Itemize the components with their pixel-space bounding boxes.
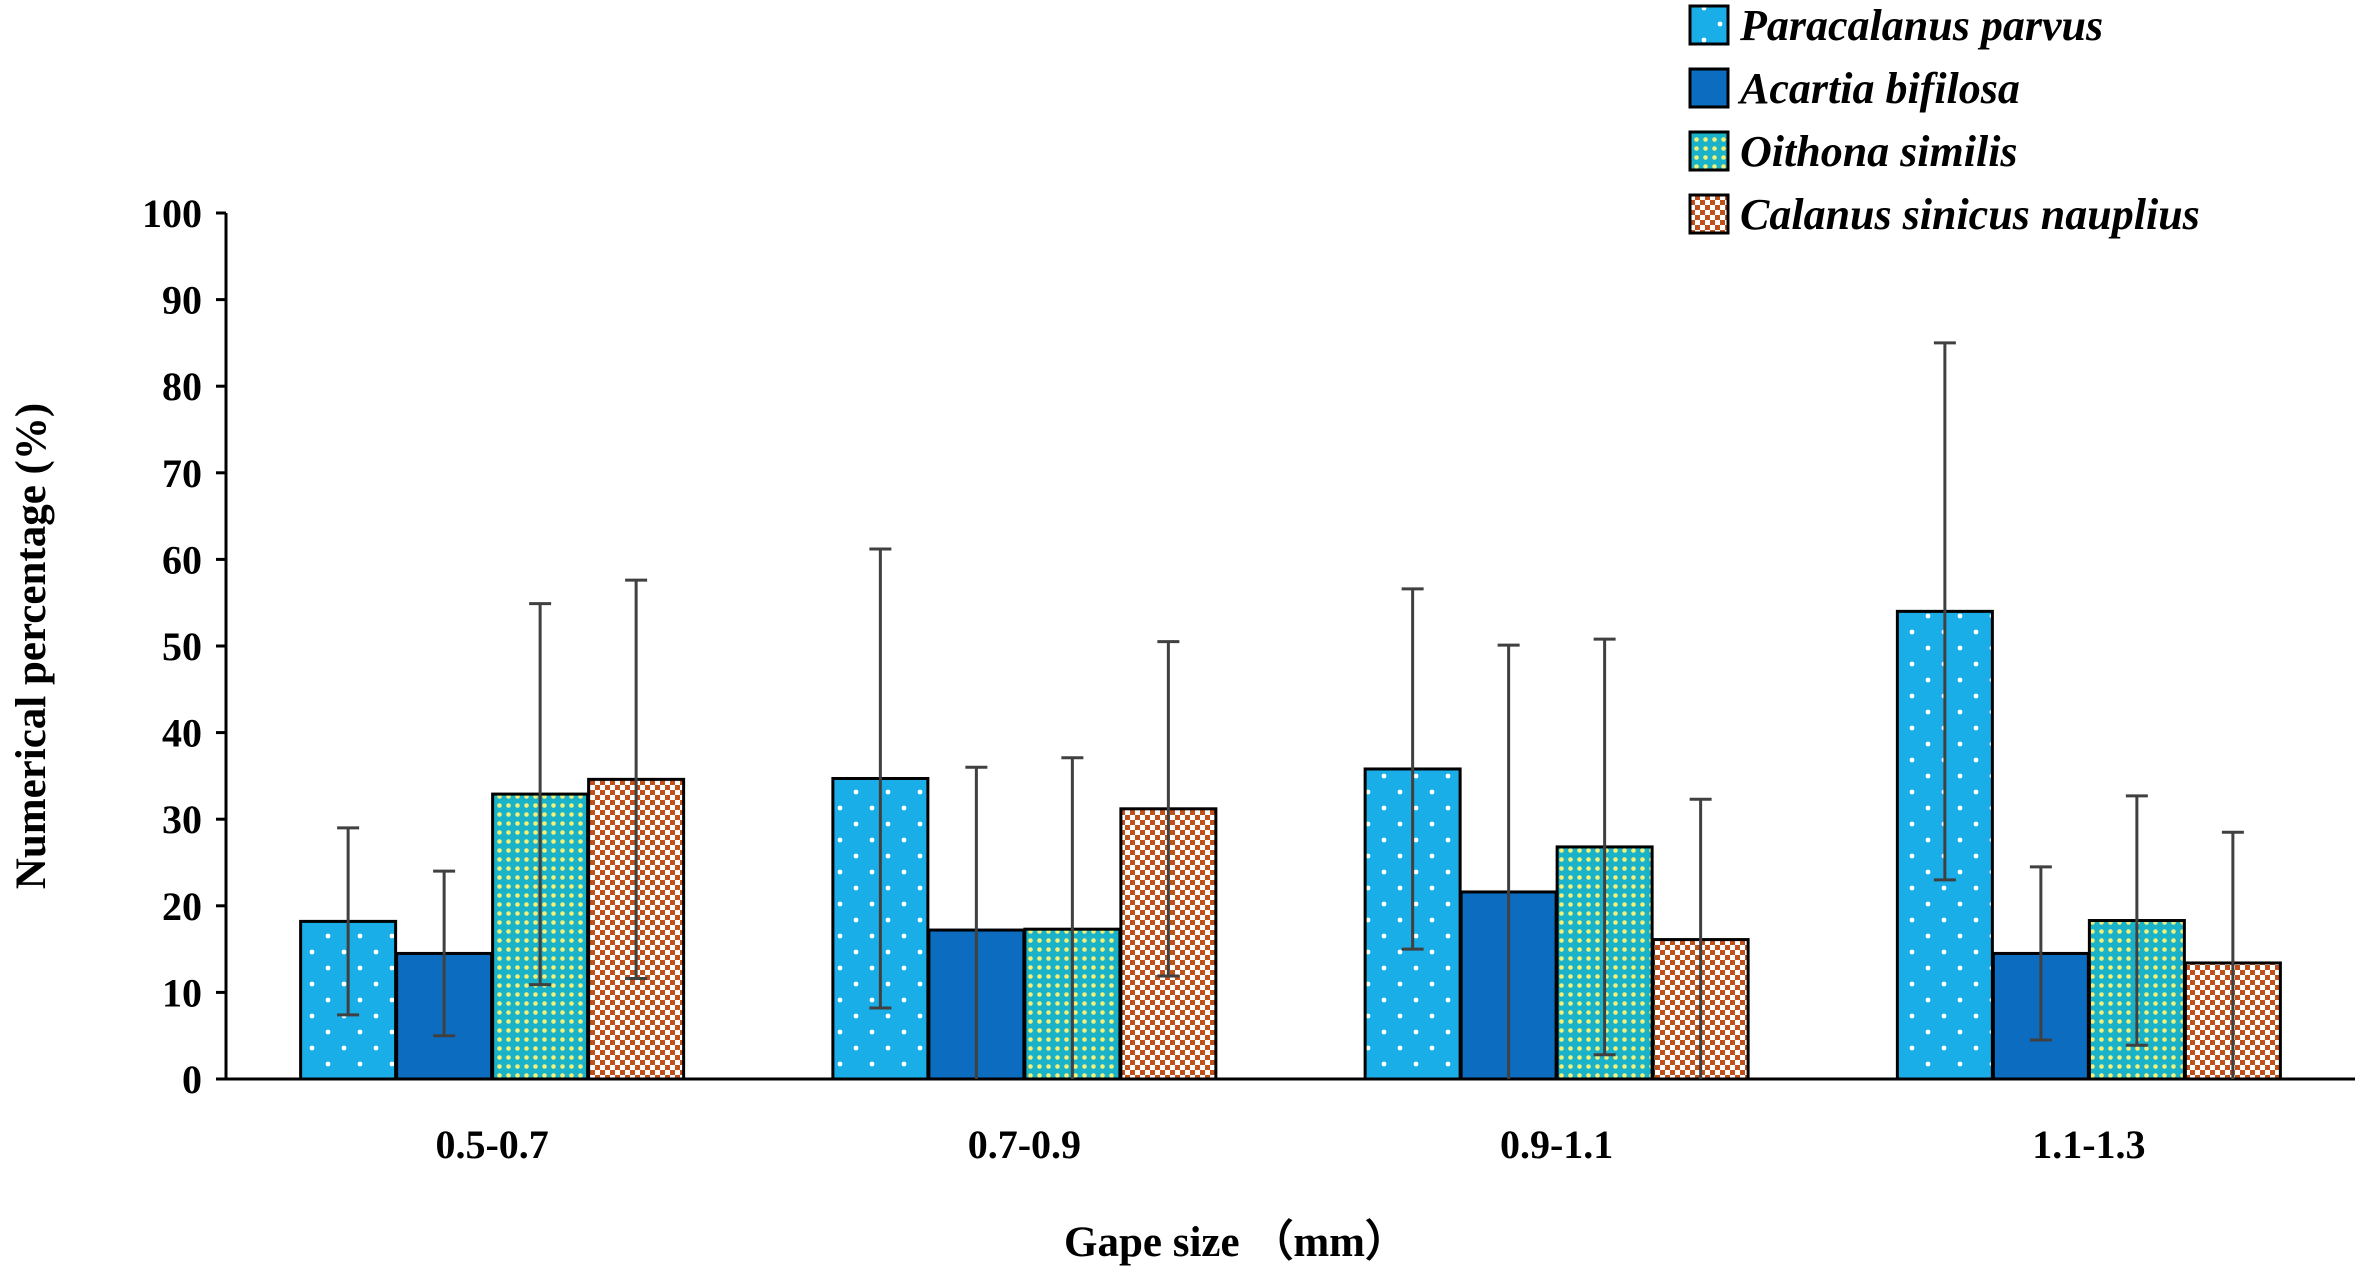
- x-tick-label: 1.1-1.3: [2032, 1122, 2145, 1167]
- y-axis-ticks: 0 10 20 30 40 50 60 70 80 90 100: [142, 191, 226, 1102]
- y-tick-label: 40: [162, 711, 202, 756]
- x-axis-title: Gape size （mm）: [1064, 1218, 1408, 1266]
- y-tick-label: 90: [162, 278, 202, 323]
- x-tick-label: 0.5-0.7: [435, 1122, 548, 1167]
- x-axis-tick-labels: 0.5-0.7 0.7-0.9 0.9-1.1 1.1-1.3: [435, 1122, 2145, 1167]
- legend-label: Acartia bifilosa: [1737, 64, 2020, 113]
- legend-swatch: [1688, 130, 1730, 172]
- legend-label: Oithona similis: [1740, 127, 2018, 176]
- legend-swatch: [1688, 193, 1730, 235]
- legend-swatch: [1688, 4, 1730, 46]
- legend-label: Calanus sinicus nauplius: [1740, 190, 2200, 239]
- y-tick-label: 10: [162, 970, 202, 1015]
- y-tick-label: 20: [162, 884, 202, 929]
- y-tick-label: 70: [162, 451, 202, 496]
- y-tick-label: 0: [182, 1057, 202, 1102]
- x-tick-label: 0.7-0.9: [968, 1122, 1081, 1167]
- y-tick-label: 30: [162, 797, 202, 842]
- error-bars: [337, 341, 2244, 1079]
- y-tick-label: 100: [142, 191, 202, 236]
- x-tick-label: 0.9-1.1: [1500, 1122, 1613, 1167]
- y-tick-label: 50: [162, 624, 202, 669]
- y-tick-label: 80: [162, 364, 202, 409]
- legend-swatch: [1688, 67, 1730, 109]
- bar-groups: [299, 609, 2282, 1081]
- y-axis-title: Numerical percentage (%): [8, 403, 55, 889]
- legend-label: Paracalanus parvus: [1739, 1, 2103, 50]
- y-tick-label: 60: [162, 537, 202, 582]
- legend: Paracalanus parvus Acartia bifilosa Oithon…: [1688, 1, 2200, 239]
